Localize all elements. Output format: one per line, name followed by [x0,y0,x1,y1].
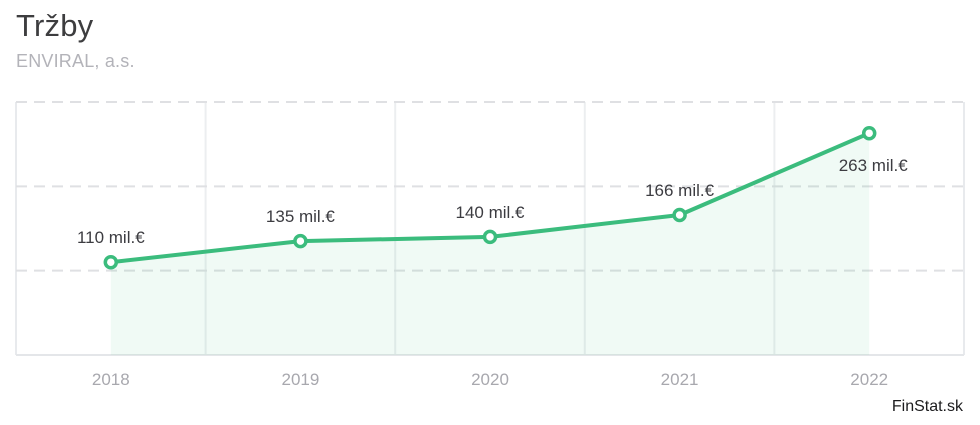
gridlines [15,101,965,356]
finstat-watermark: FinStat.sk [891,398,963,415]
data-point-2021[interactable] [672,207,687,223]
chart-subtitle: ENVIRAL, a.s. [16,51,135,71]
x-tick-label-2018: 2018 [92,370,130,389]
chart-header: Tržby ENVIRAL, a.s. [16,6,135,72]
point-label: 263 mil.€ [839,156,909,175]
point-label: 135 mil.€ [266,207,336,226]
x-axis-tick-labels: 2018 2019 2020 2021 2022 [92,370,888,389]
data-point-markers [103,125,877,270]
x-tick-label-2022: 2022 [850,370,888,389]
data-point-2022[interactable] [861,125,877,141]
point-value-labels: 110 mil.€ 135 mil.€ 140 mil.€ 166 mil.€ 263 … [77,156,908,247]
point-label: 110 mil.€ [77,228,145,247]
point-label: 166 mil.€ [645,181,715,200]
data-point-2018[interactable] [103,254,119,270]
x-tick-label-2021: 2021 [661,370,699,389]
data-point-2020[interactable] [482,229,498,245]
data-point-2019[interactable] [293,233,308,249]
chart-title: Tržby [16,8,94,43]
point-label: 140 mil.€ [456,203,526,222]
x-tick-label-2020: 2020 [471,370,509,389]
x-tick-label-2019: 2019 [281,370,319,389]
